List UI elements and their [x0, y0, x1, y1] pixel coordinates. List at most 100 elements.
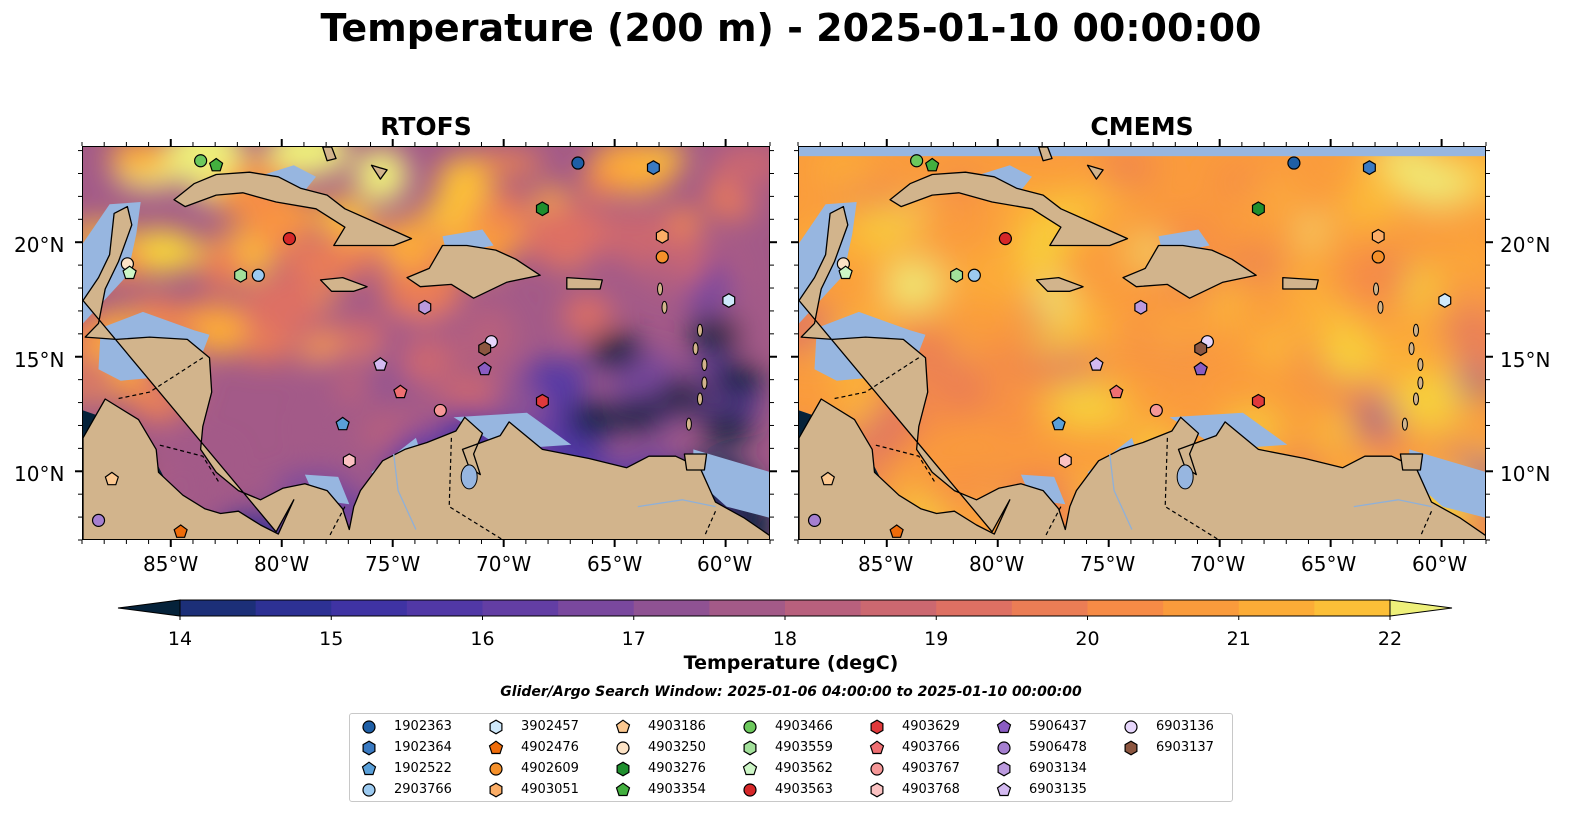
legend-marker-hexagon	[1124, 740, 1138, 756]
float-marker-4903276	[535, 201, 549, 217]
lat-label-15-left: 15°N	[14, 348, 65, 372]
island	[661, 300, 668, 314]
legend-label: 1902364	[394, 740, 452, 755]
river	[1109, 453, 1133, 530]
river	[637, 499, 716, 508]
legend-marker-circle	[362, 783, 376, 797]
colorbar-ticks: 14 15 16 17 18 19 20 21 22	[0, 624, 1582, 650]
legend-marker-pentagon	[996, 719, 1012, 734]
legend-marker-pentagon	[488, 740, 504, 755]
legend-marker-6903135	[996, 782, 1012, 797]
land-puertoRico	[566, 276, 603, 290]
colorbar-bin	[633, 600, 710, 616]
colorbar-label: Temperature (degC)	[683, 652, 899, 674]
shelf-water	[693, 449, 769, 518]
lon-label-85w: 85°W	[143, 552, 199, 576]
float-marker-5906478	[807, 513, 822, 527]
float-marker-6903135	[373, 357, 388, 371]
island	[692, 342, 699, 356]
legend-label: 4903276	[648, 761, 706, 776]
legend-label: 4903051	[521, 782, 579, 797]
land-puertoRico	[1282, 276, 1319, 290]
float-marker-4903562	[838, 265, 853, 280]
colorbar-tick-label: 20	[1075, 628, 1100, 650]
float-marker-5906437	[477, 361, 492, 376]
legend-label: 3902457	[521, 719, 579, 734]
land-jamaica	[1035, 276, 1084, 292]
legend-marker-hexagon	[489, 782, 503, 798]
legend-marker-hexagon	[362, 740, 376, 756]
float-marker-1902522	[1051, 416, 1066, 431]
legend-marker-hexagon	[997, 761, 1011, 777]
legend-label: 6903134	[1029, 761, 1087, 776]
legend-marker-4903563	[743, 783, 757, 797]
float-marker-6903137	[478, 341, 492, 357]
legend-label: 4902476	[521, 740, 579, 755]
float-marker-4903768	[1058, 453, 1072, 469]
lat-label-15-right: 15°N	[1500, 348, 1551, 372]
legend-marker-4902609	[489, 762, 503, 776]
land-hispaniola	[406, 244, 541, 299]
legend-marker-hexagon	[870, 782, 884, 798]
island	[701, 376, 708, 390]
panel-title-cmems: CMEMS	[1090, 112, 1194, 141]
island	[1373, 282, 1380, 296]
legend-label: 5906437	[1029, 719, 1087, 734]
country-border	[1044, 506, 1062, 537]
float-marker-4902476	[889, 524, 904, 538]
legend-label: 4903186	[648, 719, 706, 734]
island	[1412, 323, 1419, 337]
float-marker-2903766	[251, 268, 265, 282]
legend-marker-4903767	[870, 762, 884, 776]
legend-marker-4903051	[489, 782, 503, 798]
lon-label-60w: 60°W	[1412, 552, 1468, 576]
cmems-map	[798, 146, 1486, 540]
float-marker-4903766	[393, 384, 408, 399]
rtofs-map	[82, 146, 770, 540]
colorbar-bin	[1163, 600, 1240, 616]
legend-label: 1902522	[394, 761, 452, 776]
legend-marker-circle	[362, 720, 376, 734]
float-marker-6903134	[418, 299, 432, 315]
float-marker-6903135	[1089, 357, 1104, 371]
island	[657, 282, 664, 296]
colorbar-bin	[1238, 600, 1315, 616]
legend-marker-1902363	[362, 720, 376, 734]
legend-label: 4903629	[902, 719, 960, 734]
colorbar-tick-label: 17	[621, 628, 646, 650]
legend-marker-circle	[997, 741, 1011, 755]
colorbar-tick-label: 14	[167, 628, 193, 650]
legend-marker-4903559	[743, 740, 757, 756]
float-marker-1902364	[646, 160, 660, 176]
lon-label-70w: 70°W	[1190, 552, 1246, 576]
land-cuba	[173, 171, 413, 247]
land-centralAmerica	[799, 205, 1485, 539]
legend-marker-4903562	[742, 761, 758, 776]
island	[1417, 358, 1424, 372]
legend-label: 6903135	[1029, 782, 1087, 797]
float-marker-4903186	[104, 471, 120, 486]
float-marker-4903051	[1371, 228, 1385, 244]
legend-marker-4903276	[616, 761, 630, 777]
legend-label: 4902609	[521, 761, 579, 776]
river	[393, 453, 417, 530]
lake-maracaibo	[460, 464, 478, 490]
land-cuba	[889, 171, 1129, 247]
float-marker-4903766	[1109, 384, 1124, 399]
legend-marker-circle	[489, 762, 503, 776]
float-marker-5906478	[91, 513, 106, 527]
legend-marker-1902364	[362, 740, 376, 756]
land-hispaniola	[1122, 244, 1257, 299]
island	[696, 392, 703, 406]
country-border	[1164, 437, 1219, 539]
float-marker-4903559	[234, 267, 248, 283]
colorbar-bin	[709, 600, 786, 616]
float-marker-4903276	[1251, 201, 1265, 217]
country-border	[1419, 510, 1433, 537]
lon-label-80w: 80°W	[969, 552, 1025, 576]
legend-label: 4903250	[648, 740, 706, 755]
lon-label-85w: 85°W	[858, 552, 914, 576]
colorbar-bin	[482, 600, 559, 616]
colorbar-bin	[255, 600, 332, 616]
